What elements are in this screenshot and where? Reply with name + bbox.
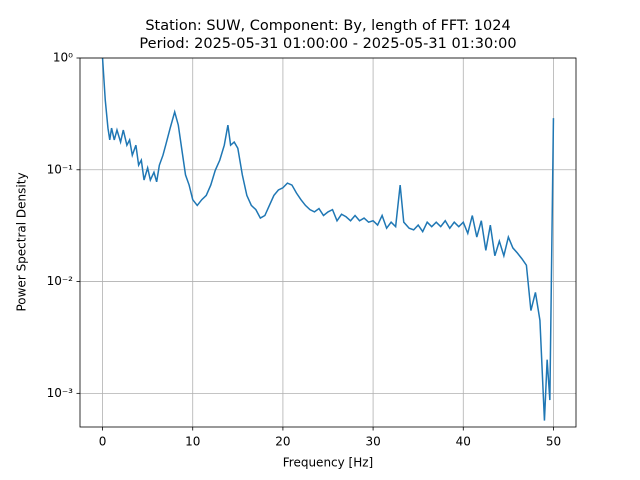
x-tick-label: 30 xyxy=(365,435,380,449)
plot-frame xyxy=(79,57,577,428)
chart-title: Station: SUW, Component: By, length of F… xyxy=(145,18,510,34)
y-tick-label: 10⁻¹ xyxy=(47,162,74,176)
psd-line xyxy=(101,58,555,421)
x-tick-label: 40 xyxy=(456,435,471,449)
y-axis-label: Power Spectral Density xyxy=(15,172,29,311)
x-tick-label: 20 xyxy=(275,435,290,449)
x-tick-label: 10 xyxy=(185,435,200,449)
x-axis-label: Frequency [Hz] xyxy=(283,456,374,470)
y-tick-label: 10⁻² xyxy=(47,274,74,288)
y-tick-label: 10⁰ xyxy=(53,51,73,65)
y-tick-label: 10⁻³ xyxy=(47,386,74,400)
x-tick-label: 0 xyxy=(99,435,107,449)
chart-subtitle: Period: 2025-05-31 01:00:00 - 2025-05-31… xyxy=(139,36,516,52)
x-tick-label: 50 xyxy=(546,435,561,449)
